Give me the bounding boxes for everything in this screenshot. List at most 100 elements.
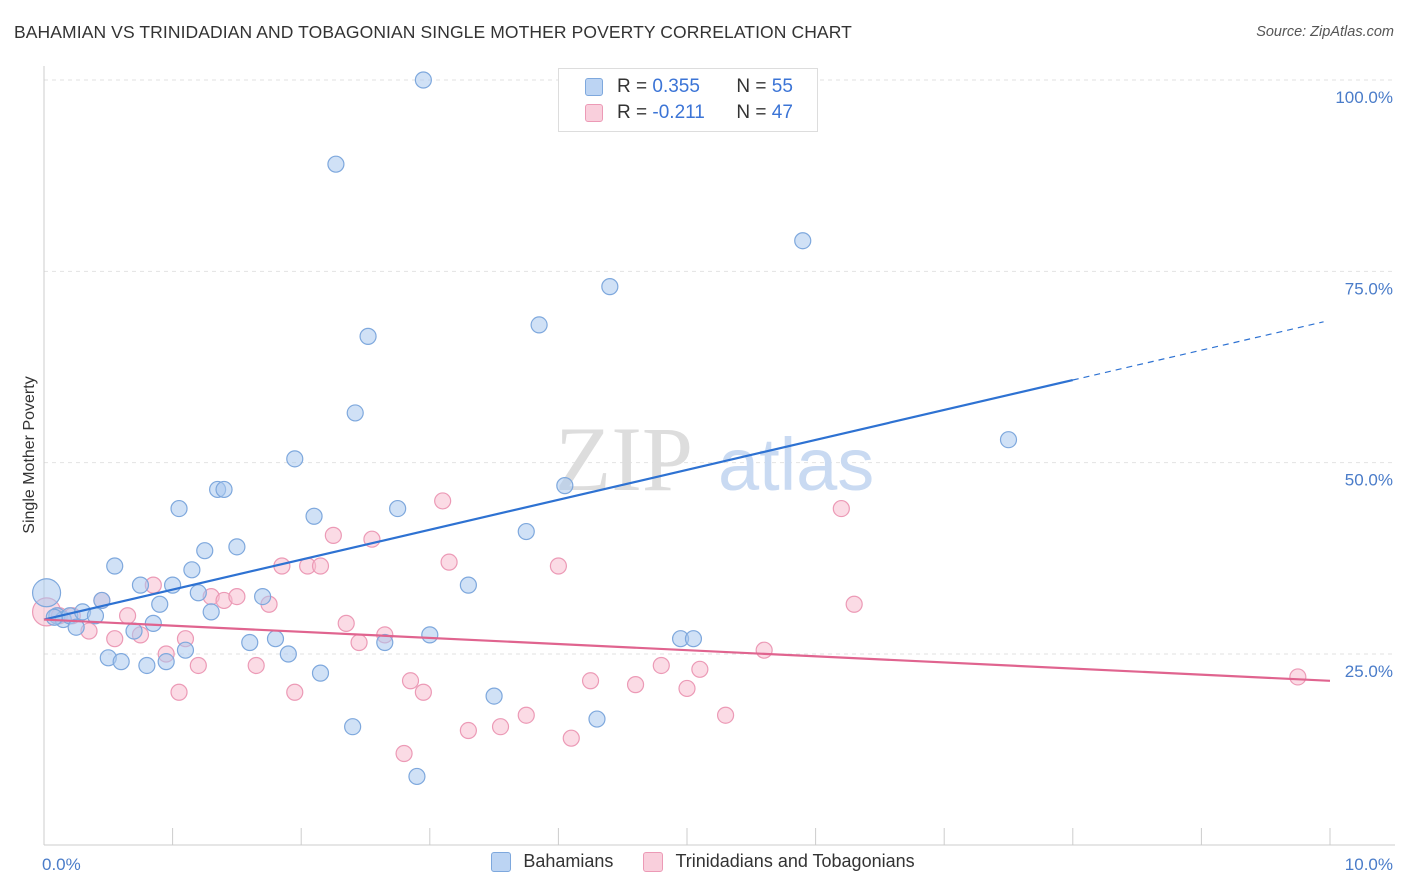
bahamian-point — [556, 477, 574, 495]
bahamian-point — [359, 327, 377, 345]
bahamian-point — [346, 404, 364, 422]
bahamian-point — [189, 584, 207, 602]
bahamian-point — [601, 278, 619, 296]
chart-title: BAHAMIAN VS TRINIDADIAN AND TOBAGONIAN S… — [14, 22, 852, 42]
bahamian-trend-extension — [1072, 321, 1324, 381]
correlation-legend: R = 0.355 N = 55 R = -0.211 N = 47 — [558, 68, 818, 132]
legend-item-bahamians: Bahamians — [491, 851, 613, 872]
bahamian-point — [684, 630, 703, 648]
trinidadian-point — [581, 672, 600, 690]
gridlines — [44, 79, 1395, 655]
y-tick-label: 50.0% — [1345, 471, 1393, 490]
bahamian-point — [999, 431, 1018, 449]
bahamian-point — [588, 710, 606, 728]
trinidadian-point — [678, 679, 696, 698]
bahamian-trend-line — [43, 378, 1074, 621]
watermark-zip: ZIP — [555, 408, 693, 510]
bahamian-point — [279, 645, 297, 663]
tick-labels: 25.0% 50.0% 75.0% 100.0% 0.0% 10.0% — [42, 88, 1393, 874]
bahamian-point — [176, 641, 195, 659]
bahamian-point — [151, 595, 169, 613]
bahamian-point — [485, 687, 503, 705]
x-tick-label: 0.0% — [42, 855, 81, 874]
trinidadian-point — [118, 607, 137, 625]
bahamian-point — [327, 155, 345, 173]
watermark: ZIP atlas — [555, 408, 874, 510]
trinidadian-point — [170, 683, 188, 701]
legend-row-trinidadian: R = -0.211 N = 47 — [585, 100, 793, 126]
bahamian-point — [414, 71, 432, 89]
bahamian-point — [286, 450, 304, 468]
trinidadian-point — [440, 553, 458, 571]
series-legend: Bahamians Trinidadians and Tobagonians — [0, 851, 1406, 872]
bahamian-point — [138, 656, 156, 675]
bahamian-point — [228, 538, 246, 556]
legend-r-label: R = — [617, 76, 648, 97]
trinidadian-point — [228, 587, 246, 606]
bahamian-point — [421, 626, 439, 644]
legend-n-value: 55 — [771, 76, 793, 97]
legend-n-label: N = — [736, 102, 767, 123]
trinidadian-point — [716, 706, 735, 724]
bahamian-point — [196, 542, 214, 560]
trinidadian-point — [286, 683, 304, 701]
legend-swatch-pink — [585, 104, 603, 122]
bahamian-point — [183, 561, 201, 579]
bahamian-point — [305, 507, 323, 525]
bahamian-point — [389, 499, 407, 518]
trinidadian-trend-line — [43, 618, 1331, 682]
trinidadian-point — [414, 683, 432, 701]
trinidadian-point — [324, 526, 342, 544]
y-tick-label: 100.0% — [1335, 88, 1393, 107]
trinidadian-point — [337, 614, 355, 632]
legend-swatch-pink — [643, 851, 664, 872]
bahamian-point — [144, 614, 162, 632]
trinidadian-point — [491, 718, 510, 736]
bahamian-point — [157, 653, 175, 671]
trinidadian-point — [106, 630, 124, 648]
bahamian-point — [376, 633, 394, 652]
legend-n-label: N = — [736, 76, 767, 97]
legend-label-bahamians: Bahamians — [523, 851, 614, 871]
trinidadian-point — [845, 595, 863, 613]
bahamian-point — [215, 480, 233, 499]
trinidadian-point — [755, 641, 773, 659]
trinidadian-point — [626, 676, 645, 694]
legend-n-value: 47 — [771, 102, 793, 123]
trinidadian-point — [832, 499, 850, 518]
trinidadian-point — [189, 656, 207, 675]
trinidadian-point — [434, 492, 452, 510]
legend-r-label: R = — [617, 102, 648, 123]
trinidadian-point — [459, 721, 477, 740]
legend-swatch-blue — [585, 78, 603, 96]
trinidadian-point — [517, 706, 535, 724]
trinidadian-point — [395, 744, 413, 763]
bahamian-point — [125, 622, 143, 640]
source-label: Source: ZipAtlas.com — [1256, 24, 1394, 40]
bahamian-point — [344, 718, 362, 736]
trinidadian-point — [247, 656, 265, 675]
bahamian-point — [112, 653, 130, 671]
bahamian-point — [131, 576, 150, 594]
trinidadian-point — [311, 557, 330, 575]
bahamian-point — [106, 557, 124, 575]
trinidadian-point — [691, 660, 709, 678]
x-tick-label: 10.0% — [1345, 855, 1393, 874]
legend-item-trinidadian: Trinidadians and Tobagonians — [643, 851, 915, 872]
bahamian-point — [170, 499, 188, 518]
legend-r-value: -0.211 — [652, 102, 705, 123]
bahamian-point — [517, 522, 535, 541]
legend-swatch-blue — [491, 851, 512, 872]
watermark-atlas: atlas — [718, 423, 874, 506]
bahamian-point — [202, 603, 220, 621]
legend-row-bahamians: R = 0.355 N = 55 — [585, 74, 793, 100]
bahamian-point — [530, 316, 548, 334]
bahamian-point — [459, 576, 477, 594]
legend-r-value: 0.355 — [652, 76, 700, 97]
legend-label-trinidadian: Trinidadians and Tobagonians — [675, 851, 915, 871]
y-axis-label: Single Mother Poverty — [21, 376, 38, 533]
bahamian-point — [311, 664, 330, 682]
trinidadian-point — [549, 557, 568, 575]
trinidadian-point — [652, 656, 670, 675]
